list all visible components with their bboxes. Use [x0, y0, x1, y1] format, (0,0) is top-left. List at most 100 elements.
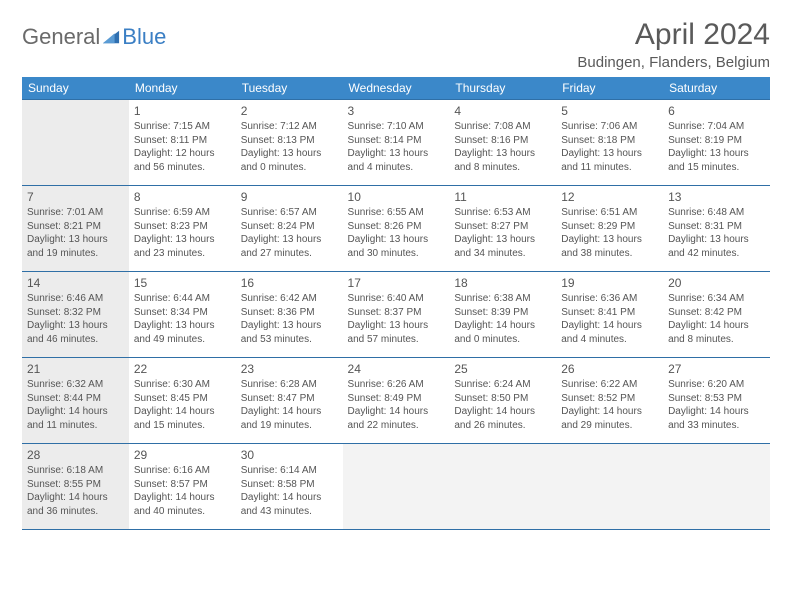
day-info: Sunrise: 6:46 AMSunset: 8:32 PMDaylight:…	[27, 292, 124, 346]
logo: General Blue	[22, 18, 166, 50]
calendar-cell: 12Sunrise: 6:51 AMSunset: 8:29 PMDayligh…	[556, 186, 663, 272]
day-info: Sunrise: 7:06 AMSunset: 8:18 PMDaylight:…	[561, 120, 658, 174]
day-header: Sunday	[22, 77, 129, 100]
calendar-cell: 19Sunrise: 6:36 AMSunset: 8:41 PMDayligh…	[556, 272, 663, 358]
day-number: 28	[27, 447, 124, 463]
calendar-week-row: 28Sunrise: 6:18 AMSunset: 8:55 PMDayligh…	[22, 444, 770, 530]
day-number: 6	[668, 103, 765, 119]
calendar-cell: 7Sunrise: 7:01 AMSunset: 8:21 PMDaylight…	[22, 186, 129, 272]
day-info: Sunrise: 6:51 AMSunset: 8:29 PMDaylight:…	[561, 206, 658, 260]
calendar-cell: 1Sunrise: 7:15 AMSunset: 8:11 PMDaylight…	[129, 100, 236, 186]
day-number: 20	[668, 275, 765, 291]
day-info: Sunrise: 6:20 AMSunset: 8:53 PMDaylight:…	[668, 378, 765, 432]
day-info: Sunrise: 6:44 AMSunset: 8:34 PMDaylight:…	[134, 292, 231, 346]
calendar-cell: 16Sunrise: 6:42 AMSunset: 8:36 PMDayligh…	[236, 272, 343, 358]
calendar-cell: 14Sunrise: 6:46 AMSunset: 8:32 PMDayligh…	[22, 272, 129, 358]
day-number: 1	[134, 103, 231, 119]
logo-triangle-icon	[102, 28, 120, 46]
title-block: April 2024 Budingen, Flanders, Belgium	[577, 18, 770, 71]
day-header: Monday	[129, 77, 236, 100]
day-number: 2	[241, 103, 338, 119]
day-info: Sunrise: 6:53 AMSunset: 8:27 PMDaylight:…	[454, 206, 551, 260]
calendar-cell: 23Sunrise: 6:28 AMSunset: 8:47 PMDayligh…	[236, 358, 343, 444]
day-info: Sunrise: 7:12 AMSunset: 8:13 PMDaylight:…	[241, 120, 338, 174]
day-info: Sunrise: 6:16 AMSunset: 8:57 PMDaylight:…	[134, 464, 231, 518]
calendar-body: 1Sunrise: 7:15 AMSunset: 8:11 PMDaylight…	[22, 100, 770, 530]
day-info: Sunrise: 6:57 AMSunset: 8:24 PMDaylight:…	[241, 206, 338, 260]
calendar-cell: 18Sunrise: 6:38 AMSunset: 8:39 PMDayligh…	[449, 272, 556, 358]
calendar-cell: 13Sunrise: 6:48 AMSunset: 8:31 PMDayligh…	[663, 186, 770, 272]
logo-text-blue: Blue	[122, 24, 166, 50]
calendar-cell	[449, 444, 556, 530]
day-number: 5	[561, 103, 658, 119]
day-number: 10	[348, 189, 445, 205]
day-header: Wednesday	[343, 77, 450, 100]
calendar-cell: 6Sunrise: 7:04 AMSunset: 8:19 PMDaylight…	[663, 100, 770, 186]
day-number: 13	[668, 189, 765, 205]
day-info: Sunrise: 6:59 AMSunset: 8:23 PMDaylight:…	[134, 206, 231, 260]
day-header: Tuesday	[236, 77, 343, 100]
calendar-cell	[343, 444, 450, 530]
day-header: Thursday	[449, 77, 556, 100]
day-info: Sunrise: 7:04 AMSunset: 8:19 PMDaylight:…	[668, 120, 765, 174]
day-number: 29	[134, 447, 231, 463]
calendar-cell	[22, 100, 129, 186]
calendar-week-row: 21Sunrise: 6:32 AMSunset: 8:44 PMDayligh…	[22, 358, 770, 444]
calendar-cell: 29Sunrise: 6:16 AMSunset: 8:57 PMDayligh…	[129, 444, 236, 530]
logo-text-general: General	[22, 24, 100, 50]
day-number: 26	[561, 361, 658, 377]
calendar-cell	[663, 444, 770, 530]
day-info: Sunrise: 6:48 AMSunset: 8:31 PMDaylight:…	[668, 206, 765, 260]
day-number: 8	[134, 189, 231, 205]
day-info: Sunrise: 6:40 AMSunset: 8:37 PMDaylight:…	[348, 292, 445, 346]
header: General Blue April 2024 Budingen, Flande…	[22, 18, 770, 71]
calendar-cell: 4Sunrise: 7:08 AMSunset: 8:16 PMDaylight…	[449, 100, 556, 186]
month-title: April 2024	[577, 18, 770, 52]
day-number: 15	[134, 275, 231, 291]
calendar-cell: 20Sunrise: 6:34 AMSunset: 8:42 PMDayligh…	[663, 272, 770, 358]
day-number: 24	[348, 361, 445, 377]
calendar-cell: 17Sunrise: 6:40 AMSunset: 8:37 PMDayligh…	[343, 272, 450, 358]
day-info: Sunrise: 6:26 AMSunset: 8:49 PMDaylight:…	[348, 378, 445, 432]
location-text: Budingen, Flanders, Belgium	[577, 54, 770, 71]
day-number: 19	[561, 275, 658, 291]
calendar-cell: 2Sunrise: 7:12 AMSunset: 8:13 PMDaylight…	[236, 100, 343, 186]
calendar-cell	[556, 444, 663, 530]
calendar-cell: 22Sunrise: 6:30 AMSunset: 8:45 PMDayligh…	[129, 358, 236, 444]
day-info: Sunrise: 6:32 AMSunset: 8:44 PMDaylight:…	[27, 378, 124, 432]
calendar-week-row: 7Sunrise: 7:01 AMSunset: 8:21 PMDaylight…	[22, 186, 770, 272]
day-number: 23	[241, 361, 338, 377]
day-info: Sunrise: 6:14 AMSunset: 8:58 PMDaylight:…	[241, 464, 338, 518]
day-number: 16	[241, 275, 338, 291]
calendar-cell: 26Sunrise: 6:22 AMSunset: 8:52 PMDayligh…	[556, 358, 663, 444]
day-number: 17	[348, 275, 445, 291]
calendar-cell: 11Sunrise: 6:53 AMSunset: 8:27 PMDayligh…	[449, 186, 556, 272]
day-number: 14	[27, 275, 124, 291]
day-number: 3	[348, 103, 445, 119]
calendar-header-row: SundayMondayTuesdayWednesdayThursdayFrid…	[22, 77, 770, 100]
calendar-cell: 27Sunrise: 6:20 AMSunset: 8:53 PMDayligh…	[663, 358, 770, 444]
calendar-cell: 24Sunrise: 6:26 AMSunset: 8:49 PMDayligh…	[343, 358, 450, 444]
day-number: 11	[454, 189, 551, 205]
calendar-cell: 25Sunrise: 6:24 AMSunset: 8:50 PMDayligh…	[449, 358, 556, 444]
day-number: 25	[454, 361, 551, 377]
day-info: Sunrise: 7:10 AMSunset: 8:14 PMDaylight:…	[348, 120, 445, 174]
day-number: 22	[134, 361, 231, 377]
day-number: 18	[454, 275, 551, 291]
day-number: 9	[241, 189, 338, 205]
calendar-table: SundayMondayTuesdayWednesdayThursdayFrid…	[22, 77, 770, 530]
day-info: Sunrise: 6:28 AMSunset: 8:47 PMDaylight:…	[241, 378, 338, 432]
day-info: Sunrise: 6:55 AMSunset: 8:26 PMDaylight:…	[348, 206, 445, 260]
day-info: Sunrise: 6:42 AMSunset: 8:36 PMDaylight:…	[241, 292, 338, 346]
calendar-cell: 30Sunrise: 6:14 AMSunset: 8:58 PMDayligh…	[236, 444, 343, 530]
day-number: 7	[27, 189, 124, 205]
day-info: Sunrise: 6:18 AMSunset: 8:55 PMDaylight:…	[27, 464, 124, 518]
day-info: Sunrise: 6:22 AMSunset: 8:52 PMDaylight:…	[561, 378, 658, 432]
calendar-cell: 5Sunrise: 7:06 AMSunset: 8:18 PMDaylight…	[556, 100, 663, 186]
day-info: Sunrise: 6:38 AMSunset: 8:39 PMDaylight:…	[454, 292, 551, 346]
calendar-week-row: 14Sunrise: 6:46 AMSunset: 8:32 PMDayligh…	[22, 272, 770, 358]
day-info: Sunrise: 6:36 AMSunset: 8:41 PMDaylight:…	[561, 292, 658, 346]
calendar-cell: 15Sunrise: 6:44 AMSunset: 8:34 PMDayligh…	[129, 272, 236, 358]
calendar-cell: 3Sunrise: 7:10 AMSunset: 8:14 PMDaylight…	[343, 100, 450, 186]
calendar-cell: 28Sunrise: 6:18 AMSunset: 8:55 PMDayligh…	[22, 444, 129, 530]
